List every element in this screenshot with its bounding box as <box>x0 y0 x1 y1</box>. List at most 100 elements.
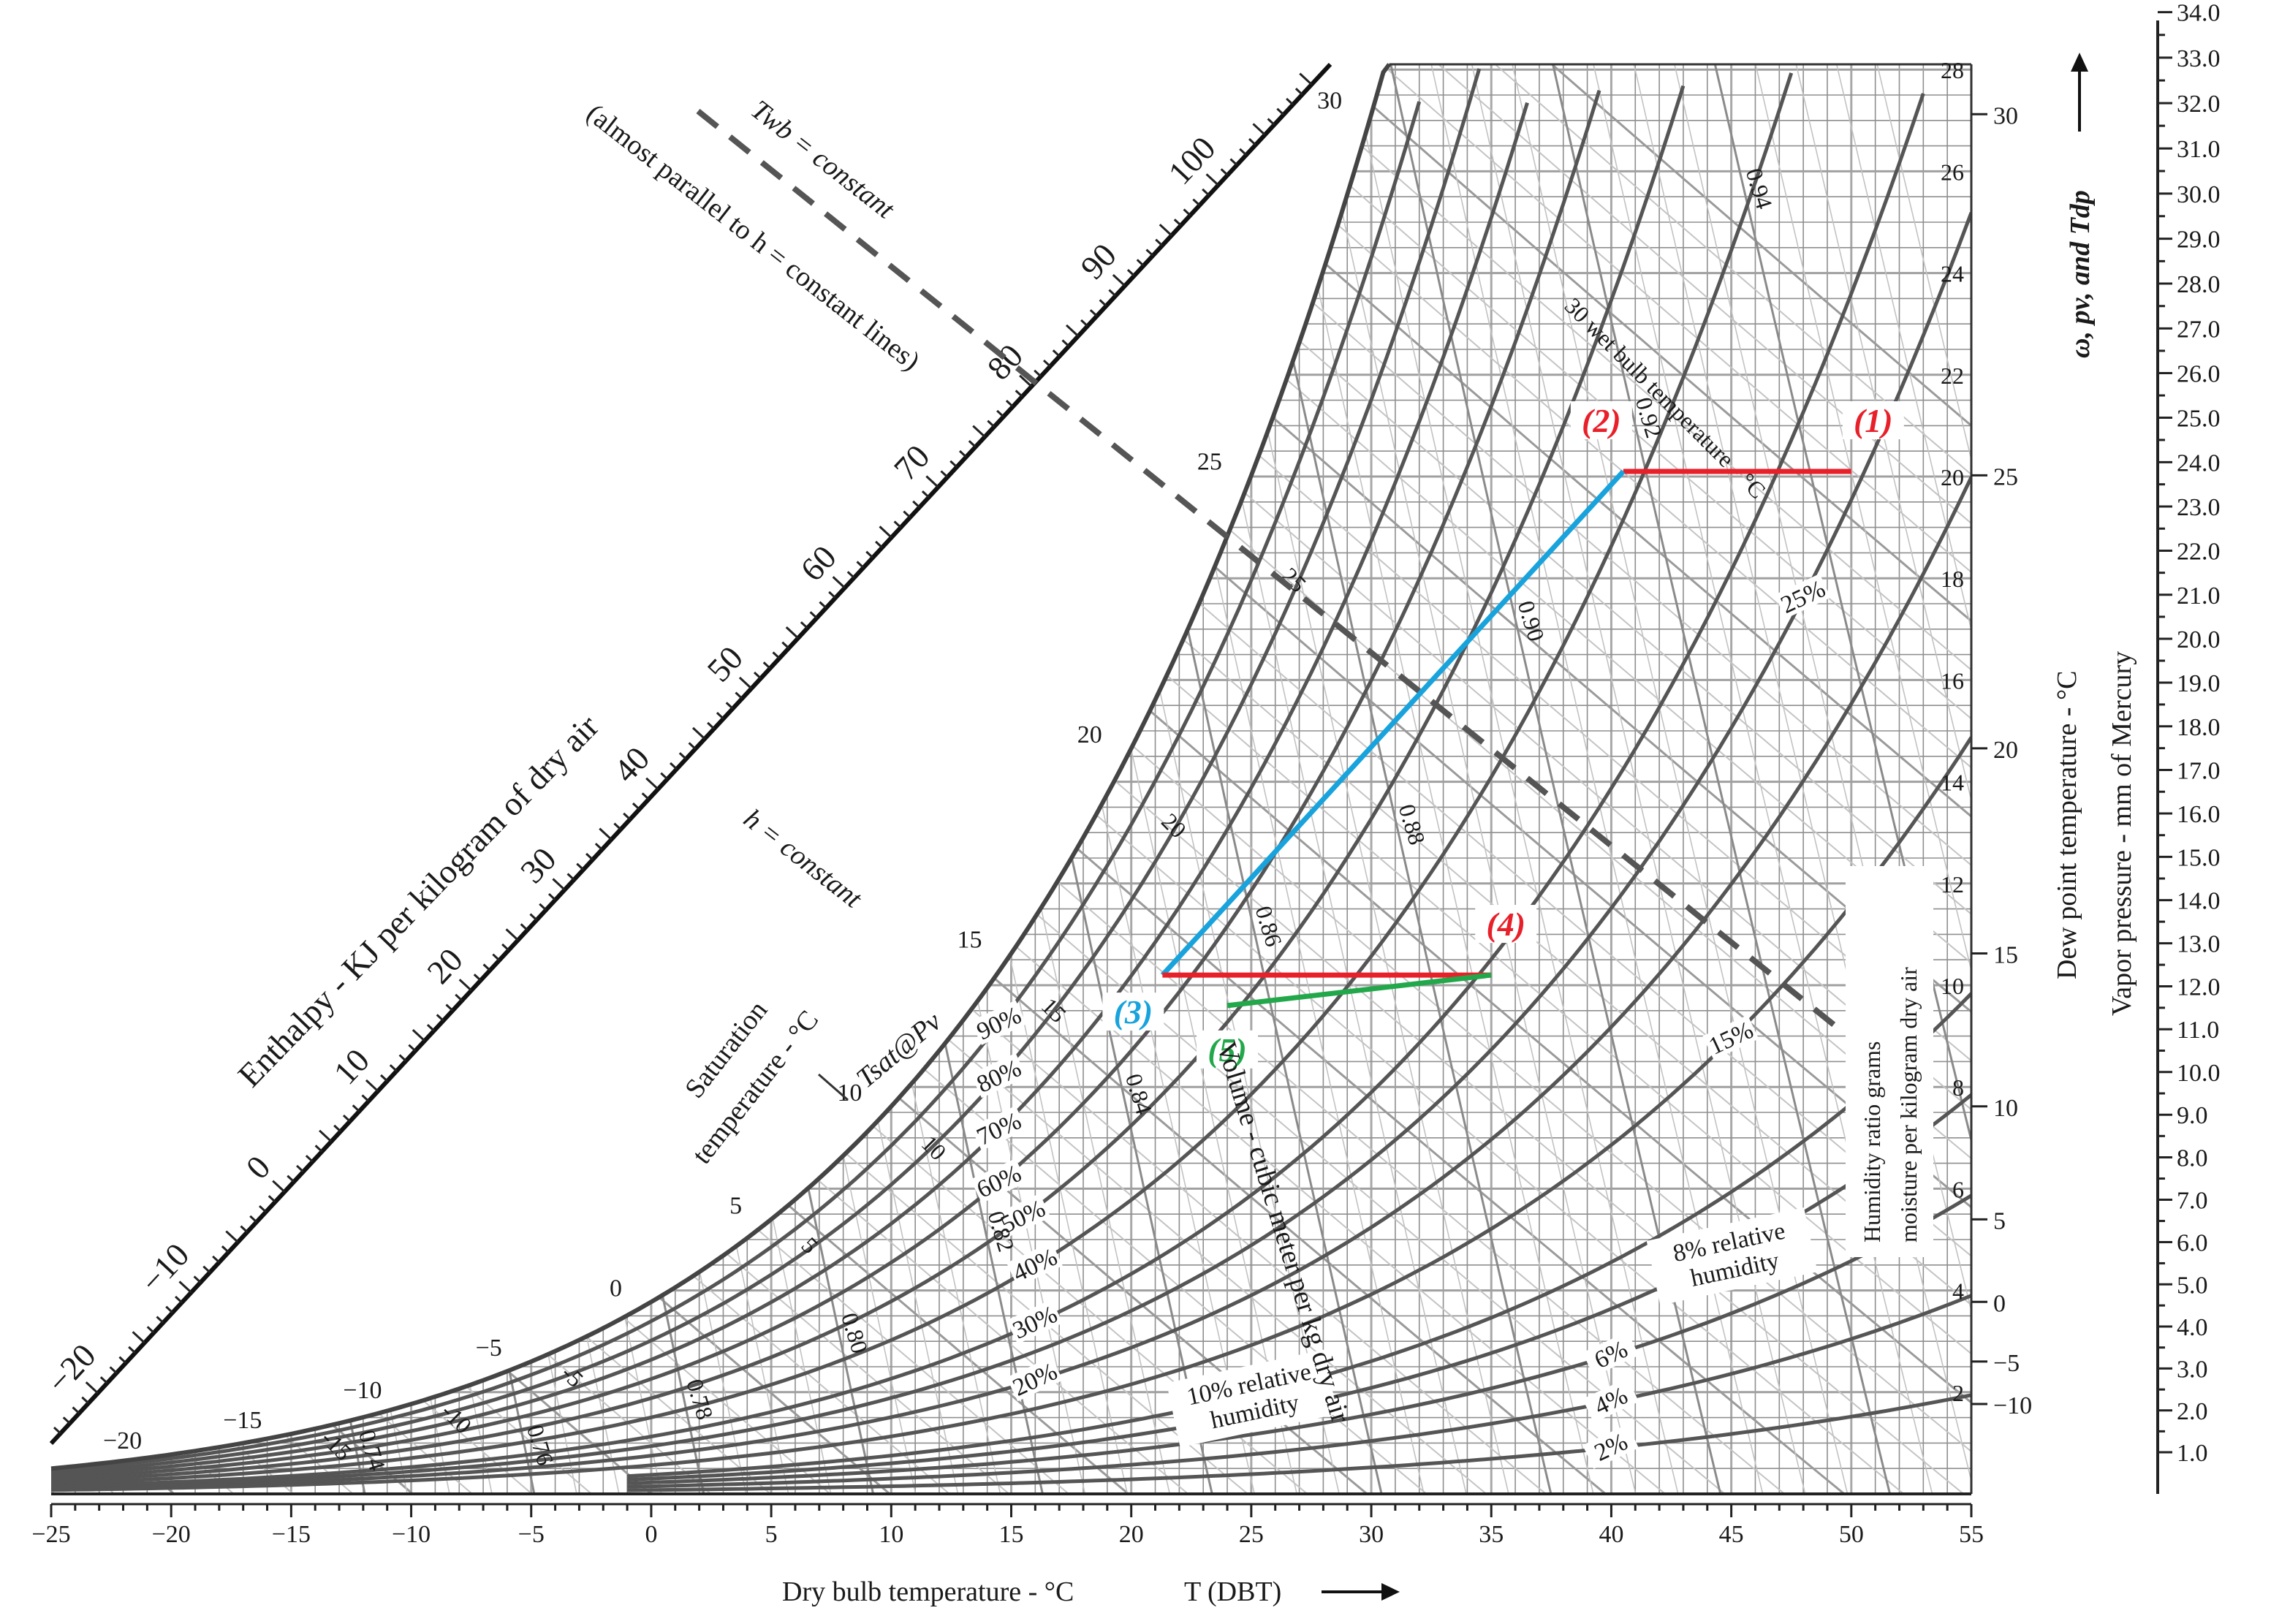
humidity-ratio-tick-label: 8 <box>1952 1074 1964 1101</box>
vapor-pressure-tick-label: 11.0 <box>2177 1017 2219 1044</box>
point-label-bg <box>1570 401 1632 440</box>
vapor-pressure-tick-label: 14.0 <box>2177 888 2221 915</box>
enthalpy-scale-tick <box>566 873 575 881</box>
enthalpy-scale-tick <box>1061 339 1070 347</box>
enthalpy-scale-tick <box>156 1316 164 1324</box>
enthalpy-scale-tick <box>912 500 920 509</box>
enthalpy-scale-tick <box>585 852 594 861</box>
x-tick-label: 50 <box>1839 1521 1864 1548</box>
enthalpy-scale-tick <box>879 525 892 539</box>
humidity-ratio-tick-label: 6 <box>1952 1176 1964 1202</box>
humidity-ratio-tick-label: 14 <box>1941 770 1964 796</box>
x-tick-label: −15 <box>272 1521 311 1548</box>
x-tick-label: 5 <box>765 1521 778 1548</box>
saturation-temp-label: 15 <box>958 927 982 954</box>
rh-curve-6 <box>627 1194 1971 1485</box>
enthalpy-scale-tick <box>875 540 883 549</box>
enthalpy-scale-tick <box>458 979 472 992</box>
enthalpy-scale-tick <box>735 691 743 699</box>
enthalpy-scale-tick <box>132 1331 145 1344</box>
enthalpy-scale-tick <box>249 1215 258 1223</box>
process-point-label: (2) <box>1582 402 1621 439</box>
enthalpy-scale-tick <box>1276 107 1285 115</box>
chart-axes: −25 −20 −15 −10 −5 0 5 10 15 20 25 30 35 40 45 50 552468… <box>31 0 2220 1548</box>
enthalpy-scale-tick <box>645 777 659 790</box>
enthalpy-scale-tick <box>165 1305 174 1314</box>
enthalpy-scale-tick <box>1229 158 1238 166</box>
rh-curve-50 <box>51 85 1686 1484</box>
rh-label-80: 80% <box>970 1052 1027 1099</box>
enthalpy-scale-tick <box>482 963 491 971</box>
enthalpy-line <box>51 449 1180 1494</box>
enthalpy-scale-tick <box>445 1003 454 1012</box>
enthalpy-scale-tick <box>225 1230 239 1243</box>
vapor-pressure-tick-label: 21.0 <box>2177 583 2221 610</box>
enthalpy-scale-tick <box>1239 148 1248 156</box>
enthalpy-line <box>51 64 1661 1494</box>
enthalpy-scale-tick <box>1019 374 1033 387</box>
enthalpy-scale-tick <box>1080 319 1088 327</box>
enthalpy-line <box>51 64 1708 1494</box>
saturation-temp-label: 20 <box>1077 721 1102 748</box>
specific-volume-minor-line <box>1813 64 1971 1494</box>
point-label-bg <box>1102 993 1164 1031</box>
enthalpy-scale-tick <box>921 490 930 498</box>
vapor-pressure-tick-label: 32.0 <box>2177 91 2221 118</box>
specific-volume-minor-line <box>278 64 577 1494</box>
vapor-pressure-tick-label: 17.0 <box>2177 757 2221 784</box>
process-point-label: (3) <box>1114 993 1153 1031</box>
vapor-pressure-tick-label: 34.0 <box>2177 0 2221 27</box>
saturation-curve <box>50 63 1392 1471</box>
enthalpy-scale-tick <box>1155 238 1164 247</box>
enthalpy-scale-tick <box>1099 299 1107 307</box>
humidity-ratio-tick-label: 20 <box>1941 464 1964 490</box>
process-line <box>1160 469 1626 977</box>
enthalpy-scale-tick <box>1112 273 1126 287</box>
enthalpy-scale-tick <box>893 520 902 528</box>
vapor-pressure-tick-label: 9.0 <box>2177 1102 2208 1129</box>
humidity-ratio-tick-label: 24 <box>1941 261 1964 287</box>
enthalpy-scale-tick <box>436 1014 444 1022</box>
enthalpy-tick-label: 0 <box>239 1148 278 1186</box>
x-tick-label: 20 <box>1119 1521 1144 1548</box>
enthalpy-scale-tick <box>725 702 734 710</box>
vapor-pressure-tick-label: 22.0 <box>2177 538 2221 565</box>
rh-curve-30 <box>51 93 1925 1489</box>
rh-curve-15 <box>51 736 1971 1492</box>
enthalpy-scale-tick <box>258 1204 267 1213</box>
enthalpy-scale-tick <box>314 1145 323 1153</box>
enthalpy-scale-tick <box>380 1074 388 1082</box>
enthalpy-scale-tick <box>352 1104 360 1112</box>
enthalpy-scale-tick <box>828 591 837 599</box>
enthalpy-scale-tick <box>53 1426 61 1435</box>
vapor-pressure-tick-label: 24.0 <box>2177 449 2221 477</box>
saturation-temp-label: −20 <box>103 1427 142 1454</box>
x-tick-label: 30 <box>1359 1521 1384 1548</box>
dew-point-tick-label: −10 <box>1993 1392 2032 1419</box>
enthalpy-tick-label: −20 <box>39 1337 102 1400</box>
enthalpy-scale-tick <box>738 676 753 690</box>
enthalpy-scale-tick <box>398 1054 407 1062</box>
enthalpy-scale-tick <box>455 993 463 1002</box>
enthalpy-scale-tick <box>594 843 603 851</box>
enthalpy-scale-tick <box>762 661 771 669</box>
vapor-pressure-tick-label: 19.0 <box>2177 670 2221 697</box>
enthalpy-scale-tick <box>707 721 715 730</box>
dew-point-tick-label: −5 <box>1993 1350 2020 1377</box>
enthalpy-scale-tick <box>692 726 706 740</box>
point-label-bg <box>1842 401 1904 440</box>
enthalpy-scale-tick <box>99 1376 108 1384</box>
enthalpy-scale-tick <box>809 611 818 619</box>
process-point-label: (5) <box>1207 1031 1247 1069</box>
enthalpy-scale-tick <box>1089 309 1098 317</box>
enthalpy-scale-tick <box>361 1094 370 1102</box>
vapor-pressure-tick-label: 7.0 <box>2177 1188 2208 1215</box>
enthalpy-scale-tick <box>670 762 678 770</box>
enthalpy-scale-tick <box>505 928 519 941</box>
up-arrow-icon <box>2071 53 2088 132</box>
dew-point-tick-label: 20 <box>1993 737 2018 764</box>
x-tick-label: 45 <box>1719 1521 1744 1548</box>
